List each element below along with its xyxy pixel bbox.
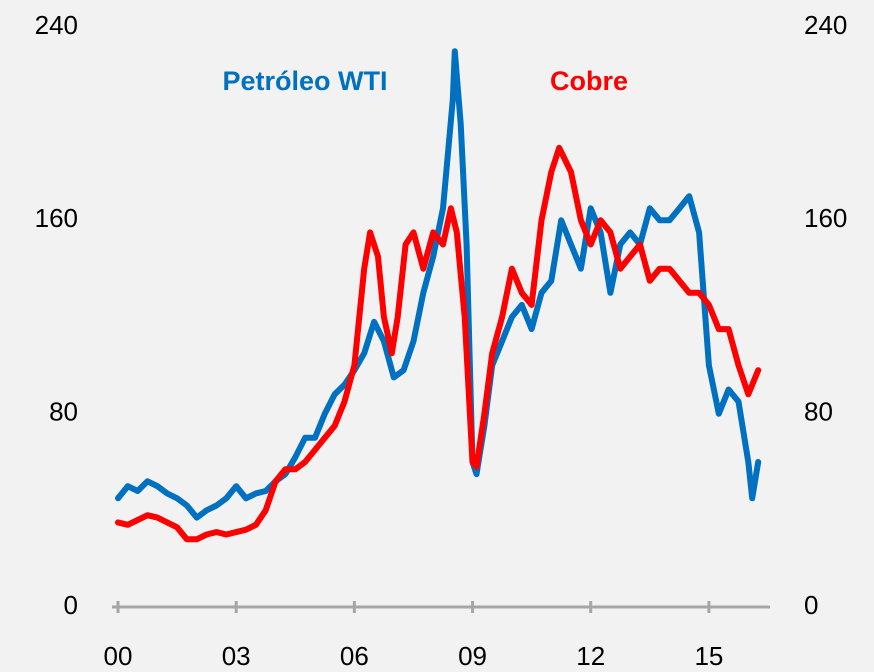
series-line (115, 48, 762, 521)
legend-label: Petróleo WTI (222, 66, 387, 96)
x-tick-label: 06 (340, 641, 369, 671)
y-tick-label: 0 (64, 590, 78, 620)
y-tick-label: 80 (49, 397, 78, 427)
x-tick-label: 00 (104, 641, 133, 671)
y-tick-label: 160 (35, 203, 78, 233)
x-tick-label: 12 (576, 641, 605, 671)
x-tick-label: 15 (694, 641, 723, 671)
legend-label: Cobre (550, 66, 628, 96)
x-tick-label: 03 (222, 641, 251, 671)
y2-tick-label: 160 (804, 203, 847, 233)
y-tick-label: 240 (35, 10, 78, 40)
x-tick-label: 09 (458, 641, 487, 671)
series-line (115, 144, 762, 543)
y2-tick-label: 80 (804, 397, 833, 427)
y2-tick-label: 240 (804, 10, 847, 40)
y2-tick-label: 0 (804, 590, 818, 620)
